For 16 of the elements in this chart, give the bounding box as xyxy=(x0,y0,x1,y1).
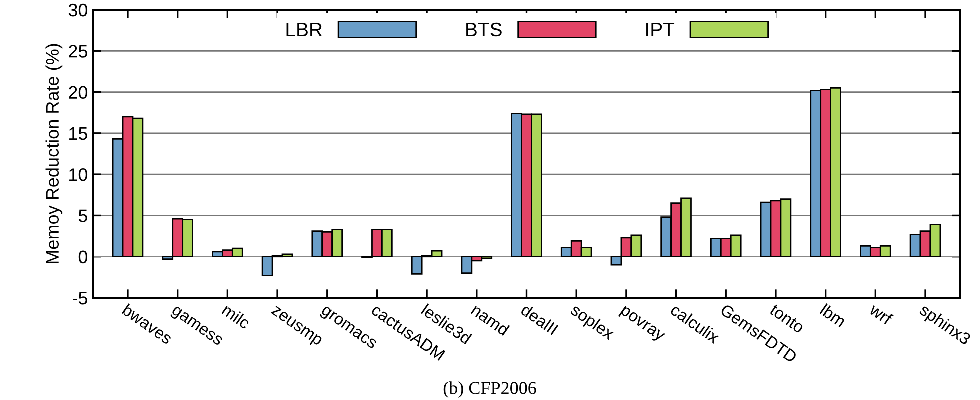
x-tick-label: milc xyxy=(222,303,252,330)
x-tick-label: lbm xyxy=(820,304,847,328)
y-tick-label: -5 xyxy=(72,292,88,305)
x-tick-label: wrf xyxy=(868,302,894,326)
y-tick-label: 5 xyxy=(78,210,88,222)
y-tick-label: 15 xyxy=(70,128,88,140)
y-tick-label: 20 xyxy=(69,86,88,100)
legend-label: BTS xyxy=(466,22,502,37)
y-tick-label: 0 xyxy=(78,250,88,264)
legend-label: LBR xyxy=(286,23,322,36)
y-tick-label: 30 xyxy=(68,4,88,17)
text: (b) CFP2006 xyxy=(444,382,536,398)
legend-label: IPT xyxy=(646,23,675,36)
y-axis-title: Memoy Reduction Rate (%) xyxy=(46,44,63,264)
y-tick-label: 25 xyxy=(69,45,88,58)
y-tick-label: 10 xyxy=(70,168,88,182)
